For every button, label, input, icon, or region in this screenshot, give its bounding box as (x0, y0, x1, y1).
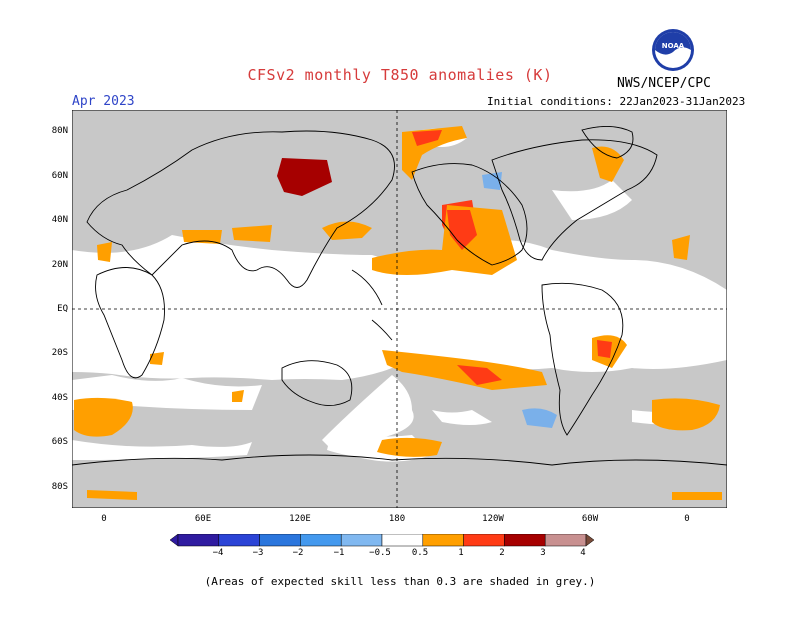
lon-label-180: 180 (388, 514, 406, 524)
colorbar-cell (218, 534, 260, 547)
map-title: CFSv2 monthly T850 anomalies (K) (247, 66, 553, 84)
colorbar-label: −1 (333, 548, 345, 558)
colorbar-label: −3 (252, 548, 264, 558)
colorbar-label: −4 (212, 548, 224, 558)
colorbar-label: 2 (499, 548, 505, 558)
coastlines (72, 126, 727, 466)
colorbar-arrow-low (170, 534, 179, 547)
lat-label-60n: 60N (51, 171, 68, 181)
colorbar-cell (504, 534, 546, 547)
logo-text: NOAA (662, 42, 685, 50)
white-skill-areas (72, 128, 727, 462)
colorbar-cell (381, 534, 424, 547)
lat-label-80n: 80N (51, 126, 68, 136)
colorbar-cell (340, 534, 383, 547)
lon-label-0-east: 0 (684, 514, 690, 524)
lon-label-0: 0 (101, 514, 107, 524)
lon-label-120w: 120W (482, 514, 504, 524)
colorbar-label: −0.5 (369, 548, 391, 558)
colorbar-label: 4 (580, 548, 586, 558)
lat-label-60s: 60S (51, 437, 68, 447)
colorbar-cell (177, 534, 220, 547)
initial-conditions: Initial conditions: 22Jan2023-31Jan2023 (487, 95, 746, 108)
colorbar-cell (463, 534, 505, 547)
lat-label-20s: 20S (51, 348, 68, 358)
colorbar (170, 534, 595, 547)
lon-label-60w: 60W (581, 514, 599, 524)
lon-label-60e: 60E (194, 514, 212, 524)
agency-label: NWS/NCEP/CPC (617, 76, 711, 91)
lat-label-20n: 20N (51, 260, 68, 270)
skill-note: (Areas of expected skill less than 0.3 a… (204, 575, 596, 588)
colorbar-label: 3 (540, 548, 546, 558)
colorbar-cell (259, 534, 301, 547)
lat-label-eq: EQ (57, 304, 68, 314)
colorbar-cell (422, 534, 464, 547)
colorbar-arrow-high (585, 534, 595, 547)
colorbar-cell (300, 534, 342, 547)
lat-label-40s: 40S (51, 393, 68, 403)
lat-label-40n: 40N (51, 215, 68, 225)
noaa-logo-icon: NOAA (652, 29, 694, 71)
anomaly-map (72, 110, 727, 508)
colorbar-label: 1 (458, 548, 464, 558)
colorbar-cell (544, 534, 587, 547)
lon-label-120e: 120E (289, 514, 311, 524)
lat-label-80s: 80S (51, 482, 68, 492)
colorbar-label: −2 (292, 548, 304, 558)
colorbar-label: 0.5 (411, 548, 429, 558)
anomaly-patches (74, 126, 722, 500)
forecast-month: Apr 2023 (72, 94, 135, 109)
